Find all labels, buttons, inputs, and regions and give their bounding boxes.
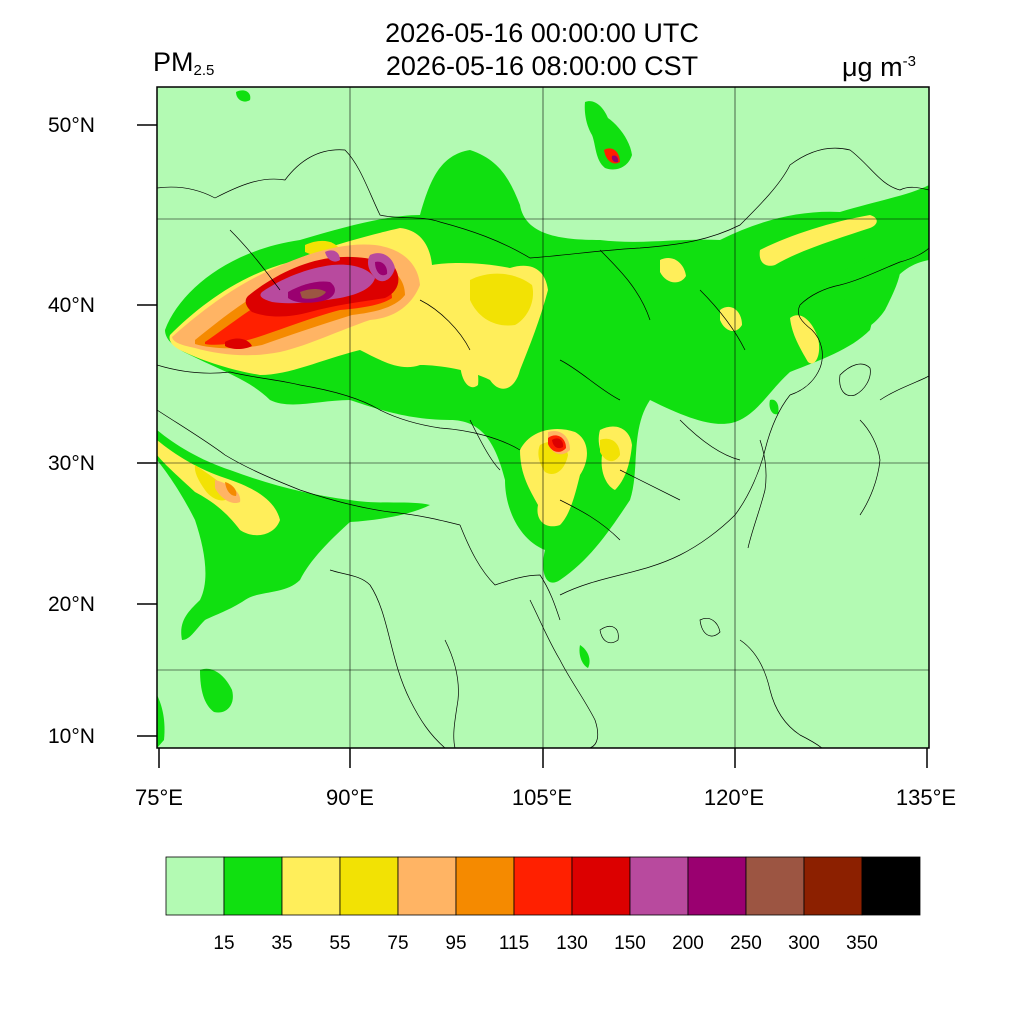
boundaries [157, 147, 929, 748]
colorbar-label-300: 300 [788, 933, 820, 954]
colorbar-label-150: 150 [614, 933, 646, 954]
colorbar-box-3 [339, 856, 399, 916]
plot-title-utc: 2026-05-16 00:00:00 UTC [385, 18, 699, 48]
concentration-field [157, 87, 929, 748]
lat-label-10: 10°N [48, 725, 95, 748]
unit-label: μg m-3 [842, 47, 916, 82]
colorbar-box-11 [803, 856, 863, 916]
colorbar-label-350: 350 [846, 933, 878, 954]
colorbar-box-4 [397, 856, 457, 916]
graticule [157, 87, 929, 748]
plot-title-cst: 2026-05-16 08:00:00 CST [385, 51, 699, 81]
variable-subscript: 2.5 [193, 62, 215, 79]
colorbar-box-2 [281, 856, 341, 916]
colorbar-box-8 [629, 856, 689, 916]
colorbar-label-130: 130 [556, 933, 588, 954]
variable-label: PM2.5 [153, 47, 214, 86]
lon-label-75: 75°E [135, 785, 183, 810]
colorbar-label-200: 200 [672, 933, 704, 954]
lon-label-90: 90°E [326, 785, 374, 810]
level-250-300 [300, 289, 326, 299]
lon-label-135: 135°E [895, 785, 957, 810]
colorbar-box-0 [165, 856, 225, 916]
lat-label-30: 30°N [48, 452, 95, 475]
colorbar-label-15: 15 [213, 933, 235, 954]
colorbar-label-115: 115 [498, 933, 530, 954]
colorbar-label-250: 250 [730, 933, 762, 954]
colorbar-box-6 [513, 856, 573, 916]
colorbar-box-5 [455, 856, 515, 916]
colorbar-boxes [165, 856, 921, 916]
unit-exponent: -3 [902, 53, 916, 70]
lon-label-105: 105°E [511, 785, 573, 810]
unit-base: μg m [842, 52, 903, 82]
lon-label-120: 120°E [703, 785, 765, 810]
lat-label-40: 40°N [48, 294, 95, 317]
colorbar-label-35: 35 [271, 933, 293, 954]
colorbar-label-55: 55 [329, 933, 351, 954]
colorbar-label-75: 75 [387, 933, 409, 954]
variable-name: PM [153, 47, 194, 77]
colorbar-box-1 [223, 856, 283, 916]
colorbar-box-7 [571, 856, 631, 916]
lat-label-20: 20°N [48, 593, 95, 616]
colorbar-label-95: 95 [445, 933, 467, 954]
lat-label-50: 50°N [48, 114, 95, 137]
colorbar-box-9 [687, 856, 747, 916]
colorbar-box-10 [745, 856, 805, 916]
axis-ticks [137, 124, 928, 768]
colorbar-box-12 [861, 856, 921, 916]
